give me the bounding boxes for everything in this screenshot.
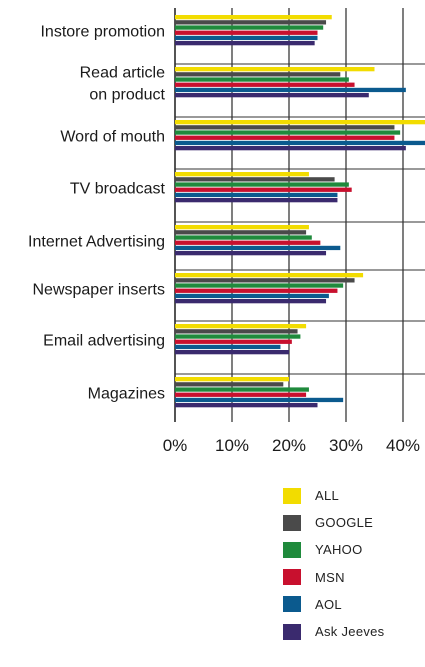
legend-swatch [283,596,301,613]
bar [175,172,309,177]
bar [175,87,406,93]
bar [175,377,289,382]
bar [175,288,338,293]
legend-label: MSN [315,569,345,585]
legend-item: YAHOO [283,536,384,563]
legend-swatch [283,487,301,504]
category-label: Internet Advertising [28,234,165,251]
bar [175,140,425,146]
bar [175,25,324,30]
category-label: Word of mouth [60,129,165,146]
bar [175,387,309,392]
bar [175,67,375,72]
legend-label: YAHOO [315,542,363,558]
bar [175,235,312,240]
bar [175,251,327,256]
legend-item: Ask Jeeves [283,618,384,645]
bar [175,182,349,187]
bar [175,382,284,387]
bar [175,240,321,245]
bar [175,15,332,20]
bar [175,20,327,25]
bar [175,225,309,230]
bar [175,125,395,130]
bars-layer [175,15,425,408]
bar [175,392,307,397]
bar [175,273,364,278]
bar [175,198,338,203]
legend: ALL GOOGLE YAHOO MSN AOL Ask Jeeves [283,482,384,645]
category-label: Email advertising [43,333,165,350]
x-axis-ticks: 0% 10% 20% 30% 40% [163,436,420,455]
legend-swatch [283,541,301,558]
bar [175,324,307,329]
bar [175,30,318,35]
bar [175,35,318,41]
bar [175,177,335,182]
bar [175,82,355,87]
category-label: Read article [80,65,165,82]
bar [175,192,338,198]
bar [175,403,318,408]
bar [175,135,395,140]
bar [175,146,406,151]
bar [175,245,341,251]
category-label: Magazines [88,386,165,403]
legend-item: MSN [283,564,384,591]
bar [175,41,315,46]
legend-item: GOOGLE [283,509,384,536]
bar-chart: Instore promotion Read article on product W… [28,8,425,455]
legend-swatch [283,569,301,586]
x-tick-label: 40% [386,436,420,455]
bar [175,293,329,299]
bar [175,72,341,77]
x-tick-label: 10% [215,436,249,455]
category-label: on product [89,87,165,104]
category-label: Newspaper inserts [33,282,166,299]
x-tick-label: 30% [329,436,363,455]
bar [175,278,355,283]
bar [175,339,292,344]
bar [175,350,289,355]
category-labels: Instore promotion Read article on product W… [28,24,166,403]
legend-item: ALL [283,482,384,509]
legend-label: ALL [315,488,340,504]
bar [175,187,352,192]
legend-label: AOL [315,596,342,612]
legend-swatch [283,514,301,531]
bar [175,130,401,135]
x-tick-label: 0% [163,436,188,455]
category-label: Instore promotion [40,24,165,41]
bar [175,283,344,288]
legend-swatch [283,623,301,640]
bar [175,120,425,125]
legend-item: AOL [283,591,384,618]
bar [175,344,281,350]
bar [175,230,307,235]
bar [175,93,369,98]
x-tick-label: 20% [272,436,306,455]
legend-label: Ask Jeeves [315,624,385,640]
bar [175,77,349,82]
bar [175,397,344,403]
legend-label: GOOGLE [315,515,374,531]
bar [175,299,327,304]
category-label: TV broadcast [70,181,166,198]
bar [175,329,298,334]
bar [175,334,301,339]
